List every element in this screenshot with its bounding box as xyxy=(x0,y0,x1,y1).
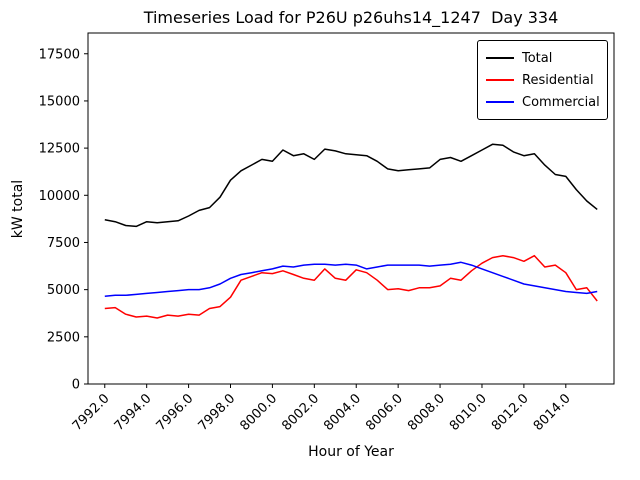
x-tick-label: 8010.0 xyxy=(447,391,490,434)
y-tick-label: 2500 xyxy=(47,330,80,345)
y-tick-label: 17500 xyxy=(39,47,80,62)
y-axis-label: kW total xyxy=(10,179,26,239)
y-tick-label: 10000 xyxy=(39,189,80,204)
legend-label: Commercial xyxy=(522,94,600,110)
series-commercial-line xyxy=(104,261,598,298)
legend-item-total: Total xyxy=(486,47,599,69)
legend: Total Residential Commercial xyxy=(477,40,608,120)
legend-line-sample xyxy=(486,57,514,59)
legend-item-commercial: Commercial xyxy=(486,91,600,113)
x-tick-label: 7992.0 xyxy=(70,391,113,434)
x-tick-label: 8012.0 xyxy=(489,391,532,434)
y-tick-label: 15000 xyxy=(39,94,80,109)
legend-line-sample xyxy=(486,79,514,81)
x-tick-label: 7998.0 xyxy=(196,391,239,434)
y-tick-label: 5000 xyxy=(47,283,80,298)
series-total-line xyxy=(104,143,598,228)
chart-title: Timeseries Load for P26U p26uhs14_1247 D… xyxy=(143,8,559,27)
x-tick-label: 8006.0 xyxy=(363,391,406,434)
x-tick-label: 8004.0 xyxy=(321,391,364,434)
y-tick-label: 12500 xyxy=(39,142,80,157)
x-tick-label: 8002.0 xyxy=(279,391,322,434)
legend-item-residential: Residential xyxy=(486,69,599,91)
x-tick-label: 7996.0 xyxy=(154,391,197,434)
plot-frame xyxy=(87,32,615,385)
x-tick-label: 8000.0 xyxy=(237,391,280,434)
x-tick-label: 7994.0 xyxy=(112,391,155,434)
x-axis-label: Hour of Year xyxy=(308,444,394,460)
y-tick-label: 0 xyxy=(72,378,80,393)
legend-line-sample xyxy=(486,101,514,103)
x-tick-label: 8014.0 xyxy=(531,391,574,434)
legend-label: Total xyxy=(522,50,553,66)
x-tick-label: 8008.0 xyxy=(405,391,448,434)
legend-label: Residential xyxy=(522,72,594,88)
y-tick-label: 7500 xyxy=(47,236,80,251)
series-residential-line xyxy=(104,254,598,319)
